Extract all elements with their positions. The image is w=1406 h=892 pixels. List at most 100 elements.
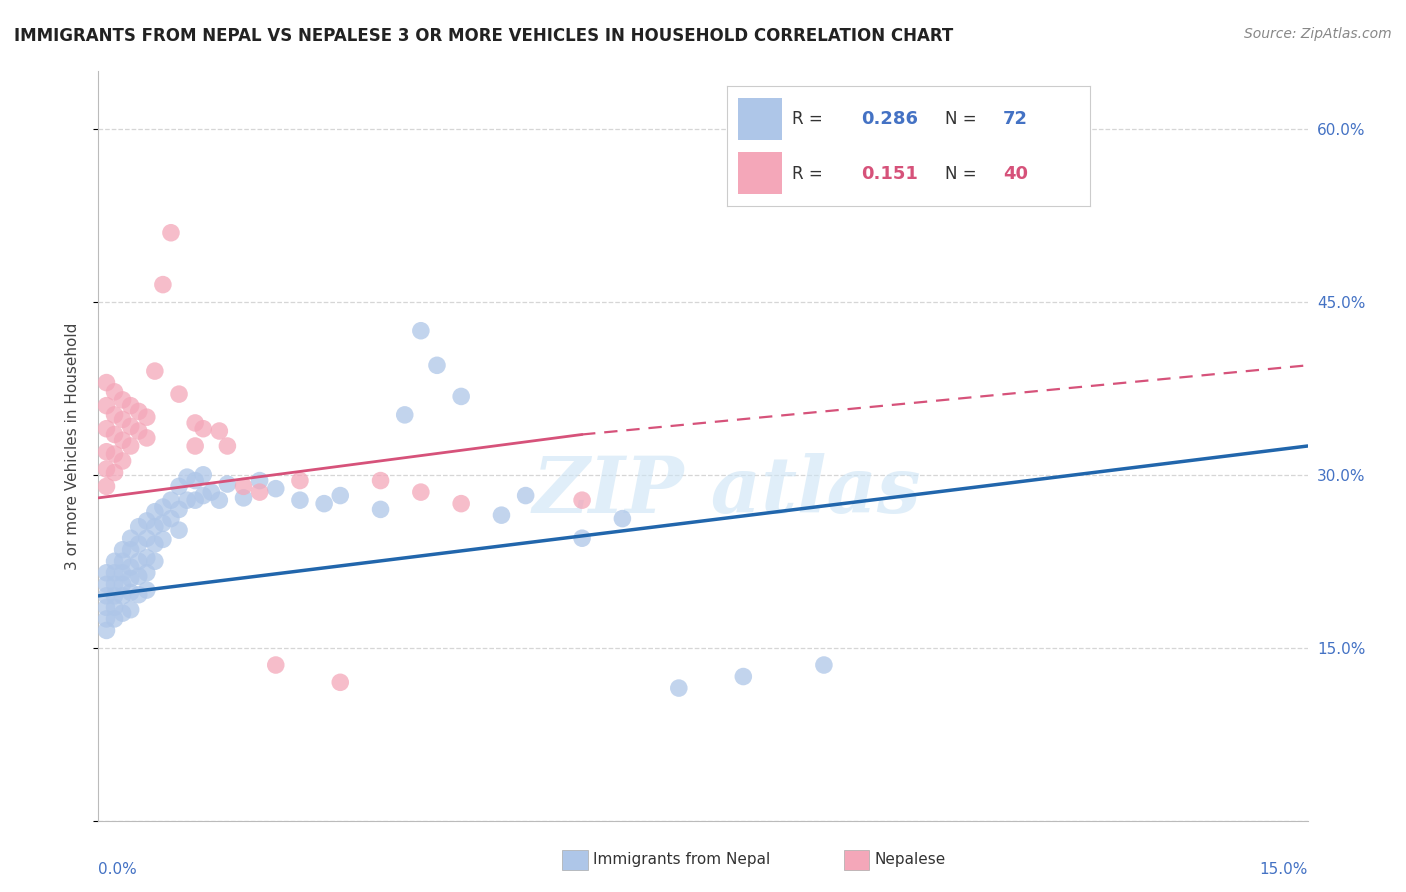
Point [176, 470, 198, 484]
Point [96, 612, 118, 626]
Point [128, 404, 150, 418]
Point [103, 577, 125, 591]
Point [193, 489, 215, 503]
Point [120, 560, 142, 574]
Point [120, 603, 142, 617]
Point [184, 474, 207, 488]
Point [160, 493, 183, 508]
Y-axis label: 3 or more Vehicles in Household: 3 or more Vehicles in Household [65, 322, 80, 570]
Point [96, 444, 118, 458]
Point [733, 669, 755, 683]
Point [96, 624, 118, 638]
Point [96, 376, 118, 390]
Point [152, 533, 174, 547]
Point [409, 324, 432, 338]
Point [167, 523, 190, 537]
Text: Immigrants from Nepal: Immigrants from Nepal [593, 853, 770, 867]
Point [111, 577, 134, 591]
Point [314, 497, 336, 511]
Text: 15.0%: 15.0% [1260, 863, 1308, 877]
Point [370, 502, 392, 516]
Point [103, 566, 125, 580]
Point [96, 589, 118, 603]
Point [135, 514, 157, 528]
Point [394, 408, 416, 422]
Point [111, 606, 134, 620]
Point [143, 364, 166, 378]
Point [208, 424, 231, 438]
Point [143, 505, 166, 519]
Point [120, 542, 142, 557]
Point [120, 419, 142, 434]
Point [135, 550, 157, 565]
Point [135, 531, 157, 545]
Point [167, 387, 190, 401]
Point [96, 399, 118, 413]
Point [128, 569, 150, 583]
Point [232, 491, 254, 505]
Point [120, 439, 142, 453]
Point [143, 554, 166, 568]
Point [111, 542, 134, 557]
Point [184, 439, 207, 453]
Point [208, 493, 231, 508]
Point [111, 392, 134, 407]
Point [288, 493, 311, 508]
Point [152, 500, 174, 514]
Point [152, 516, 174, 531]
Point [128, 537, 150, 551]
Point [329, 489, 352, 503]
Point [232, 479, 254, 493]
Point [96, 462, 118, 476]
Point [249, 474, 271, 488]
Point [111, 566, 134, 580]
Point [96, 577, 118, 591]
Point [128, 554, 150, 568]
Point [217, 477, 239, 491]
Point [103, 589, 125, 603]
Point [515, 489, 537, 503]
Point [143, 519, 166, 533]
Point [103, 427, 125, 442]
Point [491, 508, 513, 523]
Point [103, 466, 125, 480]
Point [128, 588, 150, 602]
Point [668, 681, 690, 695]
Point [571, 493, 593, 508]
Point [200, 485, 222, 500]
Point [96, 422, 118, 436]
Point [135, 431, 157, 445]
Point [193, 422, 215, 436]
Point [120, 531, 142, 545]
Point [264, 482, 287, 496]
Text: Nepalese: Nepalese [875, 853, 946, 867]
Point [974, 134, 997, 148]
Point [152, 277, 174, 292]
Point [217, 439, 239, 453]
Point [450, 389, 472, 403]
Point [111, 412, 134, 426]
Point [184, 493, 207, 508]
Point [813, 658, 835, 673]
Point [426, 359, 449, 373]
Point [249, 485, 271, 500]
Point [135, 566, 157, 580]
Point [176, 493, 198, 508]
Point [111, 589, 134, 603]
Point [120, 399, 142, 413]
Text: 0.0%: 0.0% [98, 863, 138, 877]
Point [264, 658, 287, 673]
Point [103, 600, 125, 615]
Point [184, 416, 207, 430]
Point [120, 572, 142, 586]
Point [167, 479, 190, 493]
Point [103, 447, 125, 461]
Point [103, 612, 125, 626]
Point [111, 454, 134, 468]
Point [96, 600, 118, 615]
Point [329, 675, 352, 690]
Text: ZIP atlas: ZIP atlas [533, 453, 921, 529]
Point [288, 474, 311, 488]
Point [135, 410, 157, 425]
Point [103, 408, 125, 422]
